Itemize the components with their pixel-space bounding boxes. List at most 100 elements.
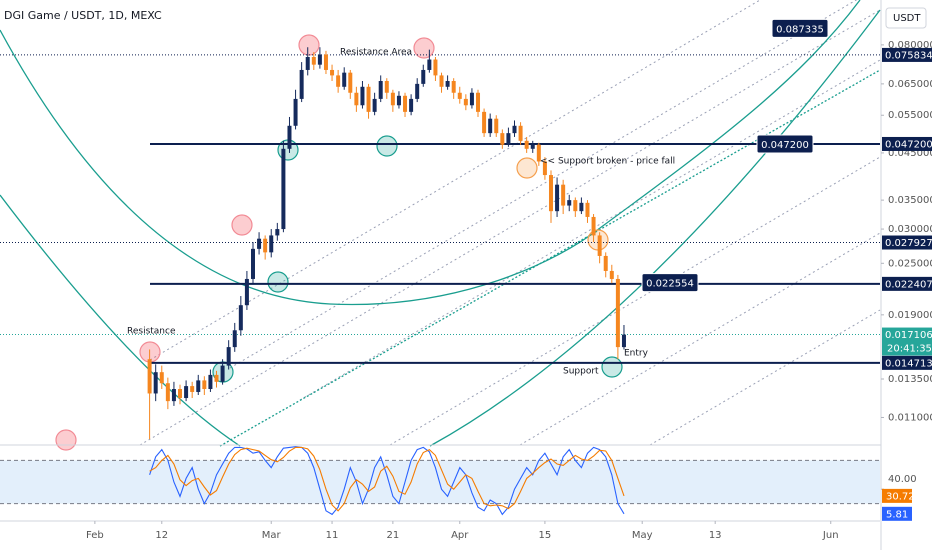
candle-body [190,386,195,392]
candle-body [153,372,158,394]
candle-body [342,72,347,87]
candle-body [214,374,219,382]
oscillator-line [149,446,625,512]
candle-body [287,125,292,149]
candle-body [263,238,268,253]
candle-body [330,69,335,76]
candle-body [530,144,535,149]
x-tick-label: 11 [326,530,339,541]
annotation: Support [563,367,599,377]
x-tick-label: May [632,530,653,541]
candle-body [512,125,517,134]
candle-body [500,133,505,145]
candle-body [165,383,170,402]
y-tick-label: 0.035000 [888,195,932,206]
price-label: 0.022407 [885,279,932,290]
candle-body [561,184,566,206]
callout-label: 0.047200 [761,140,809,151]
y-tick-label: 0.019000 [888,310,932,321]
candle-body [384,81,389,93]
candle-body [494,118,499,134]
price-label-box [882,235,932,250]
y-tick-label: 0.080000 [888,40,932,51]
callout-box [771,18,829,38]
callout-box [641,273,699,293]
price-label-box [882,47,932,62]
candle-body [226,347,231,366]
candle-body [524,140,529,149]
osc-value-box [882,506,912,521]
candle-body [409,98,414,112]
candle-body [457,92,462,99]
candle-body [311,57,316,65]
candle-body [463,98,468,106]
candle-body [202,380,207,390]
candle-body [591,216,596,236]
candle-body [506,133,511,145]
price-label: 0.014713 [885,358,932,369]
candle-body [336,75,341,87]
currency: USDT [893,13,921,24]
candle-body [238,305,243,331]
y-tick-label: 0.055000 [888,110,932,121]
candle-body [603,255,608,271]
candle-body [360,86,365,106]
candle-body [396,95,401,106]
y-tick-label: 0.025000 [888,258,932,269]
x-tick-label: Apr [451,530,469,541]
osc-value-label: 30.72 [886,491,915,502]
x-tick-label: Feb [86,530,104,541]
osc-value-label: 5.81 [886,509,908,520]
candle-body [445,81,450,87]
candle-body [427,59,432,70]
candle-body [196,380,201,392]
candle-body [542,161,547,176]
x-tick-label: Jun [822,530,839,541]
candle-body [488,118,493,134]
candle-body [567,200,572,206]
price-label: 0.027927 [885,238,932,249]
annotation: Entry [624,349,649,359]
callout-label: 0.087335 [776,24,824,35]
annotation: << Support broken - price fall [540,157,675,167]
price-label: 0.075834 [885,50,932,61]
candle-body [269,235,274,253]
callout-label: 0.022554 [646,279,694,290]
candle-body [293,98,298,126]
osc-value-box [882,488,912,503]
price-label-box [882,355,932,370]
y-tick-label: 0.045000 [888,148,932,159]
candle-body [250,248,255,279]
x-tick-label: 12 [155,530,168,541]
chart-title: DGI Game / USDT, 1D, MEXC [4,9,162,22]
callout-box [756,134,814,154]
candle-body [323,54,328,70]
candle-body [439,75,444,87]
annotation: Resistance [127,327,176,337]
candle-body [597,235,602,256]
candle-body [147,359,152,394]
countdown: 20:41:35 [887,344,932,355]
oscillator-line [149,446,625,516]
x-tick-label: 15 [539,530,552,541]
candle-body [451,81,456,93]
candle-body [609,270,614,279]
price-axis [881,0,932,550]
candle-body [585,202,590,217]
candle-body [178,389,183,399]
y-tick-label: 0.065000 [888,79,932,90]
x-tick-label: 21 [387,530,400,541]
candle-body [257,238,262,249]
candle-body [476,92,481,112]
x-tick-label: 13 [709,530,722,541]
candle-body [415,83,420,99]
candle-body [354,92,359,106]
candle-body [275,229,280,236]
candle-body [518,125,523,141]
candle-body [232,330,237,348]
annotation: Resistance Area [340,48,412,58]
currency-box [885,7,927,29]
y-tick-label: 0.013500 [888,374,932,385]
candle-body [208,374,213,390]
